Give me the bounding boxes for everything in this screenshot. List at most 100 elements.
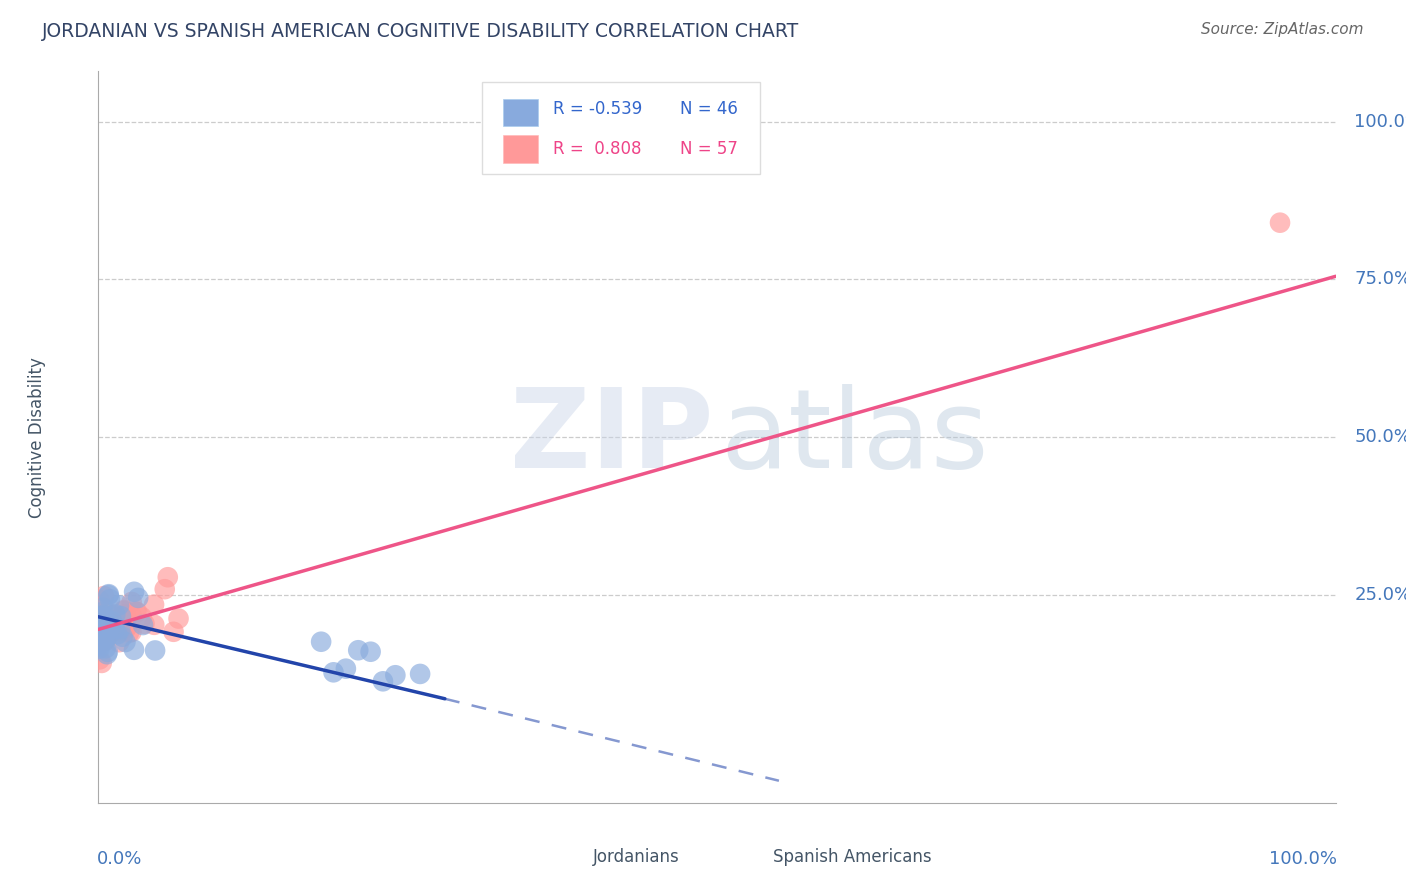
Point [89, 637, 111, 651]
Text: 100.0%: 100.0% [1354, 112, 1406, 131]
Point [112, 603, 135, 617]
Point [101, 614, 124, 628]
Point [162, 624, 184, 639]
Text: N = 57: N = 57 [681, 140, 738, 158]
Point [89, 639, 111, 653]
FancyBboxPatch shape [482, 82, 761, 174]
Point [371, 674, 394, 689]
Point [90, 656, 112, 670]
Point [93, 589, 115, 603]
Point [118, 625, 141, 640]
Point [110, 624, 132, 639]
Point [122, 584, 145, 599]
Point [89, 630, 111, 644]
Point [89, 641, 111, 656]
Point [122, 642, 145, 657]
Point [104, 622, 127, 636]
FancyBboxPatch shape [503, 99, 537, 127]
Point [94, 627, 117, 641]
Point [108, 622, 131, 636]
Point [127, 605, 149, 619]
Point [104, 607, 127, 622]
Point [97, 623, 120, 637]
Point [98, 620, 121, 634]
Point [132, 618, 155, 632]
Point [101, 608, 124, 623]
Point [112, 604, 135, 618]
Point [89, 607, 111, 622]
Text: R =  0.808: R = 0.808 [553, 140, 641, 158]
Text: Cognitive Disability: Cognitive Disability [28, 357, 45, 517]
Point [347, 643, 370, 657]
Point [91, 609, 114, 624]
Point [93, 632, 115, 647]
Point [93, 632, 115, 647]
Point [409, 667, 432, 681]
Point [114, 635, 136, 649]
Point [97, 628, 120, 642]
Point [98, 592, 121, 607]
Point [91, 600, 114, 615]
Point [93, 607, 115, 622]
Point [89, 609, 111, 624]
Point [101, 624, 124, 638]
Point [134, 616, 156, 631]
Point [360, 645, 382, 659]
Point [90, 610, 112, 624]
Point [96, 611, 118, 625]
Text: 0.0%: 0.0% [97, 850, 142, 868]
Point [120, 625, 142, 640]
Point [143, 598, 166, 612]
Point [108, 622, 131, 636]
Point [89, 616, 111, 631]
Point [94, 613, 117, 627]
Point [93, 613, 115, 627]
Text: Source: ZipAtlas.com: Source: ZipAtlas.com [1201, 22, 1364, 37]
Point [143, 617, 166, 632]
Text: 50.0%: 50.0% [1354, 428, 1406, 446]
Point [94, 641, 117, 656]
Point [97, 587, 120, 601]
Point [89, 637, 111, 651]
Text: JORDANIAN VS SPANISH AMERICAN COGNITIVE DISABILITY CORRELATION CHART: JORDANIAN VS SPANISH AMERICAN COGNITIVE … [42, 22, 800, 41]
Point [115, 621, 138, 635]
Text: 75.0%: 75.0% [1354, 270, 1406, 288]
Point [98, 607, 121, 621]
Point [309, 634, 332, 648]
Point [101, 617, 124, 632]
FancyBboxPatch shape [730, 846, 763, 869]
Point [131, 610, 153, 624]
Point [91, 615, 114, 630]
Point [96, 621, 118, 635]
Point [322, 665, 344, 680]
Point [1268, 216, 1291, 230]
Point [97, 645, 120, 659]
Point [110, 609, 132, 624]
Point [93, 615, 115, 629]
Point [153, 582, 176, 597]
FancyBboxPatch shape [503, 135, 537, 162]
Text: N = 46: N = 46 [681, 100, 738, 118]
Point [335, 662, 357, 676]
Point [105, 614, 128, 628]
Text: Jordanians: Jordanians [593, 848, 681, 866]
Point [97, 588, 120, 602]
Point [97, 624, 120, 639]
Point [114, 607, 136, 622]
Point [121, 595, 143, 609]
Point [94, 633, 117, 648]
Point [91, 626, 114, 640]
Point [110, 621, 132, 635]
Point [167, 611, 190, 625]
Text: 25.0%: 25.0% [1354, 586, 1406, 604]
Point [90, 606, 112, 620]
Point [89, 618, 111, 632]
Point [93, 612, 115, 626]
Point [94, 620, 117, 634]
Text: ZIP: ZIP [510, 384, 713, 491]
Text: Spanish Americans: Spanish Americans [773, 848, 931, 866]
Point [125, 605, 148, 619]
Point [97, 618, 120, 632]
Point [89, 652, 111, 666]
Point [127, 591, 149, 605]
